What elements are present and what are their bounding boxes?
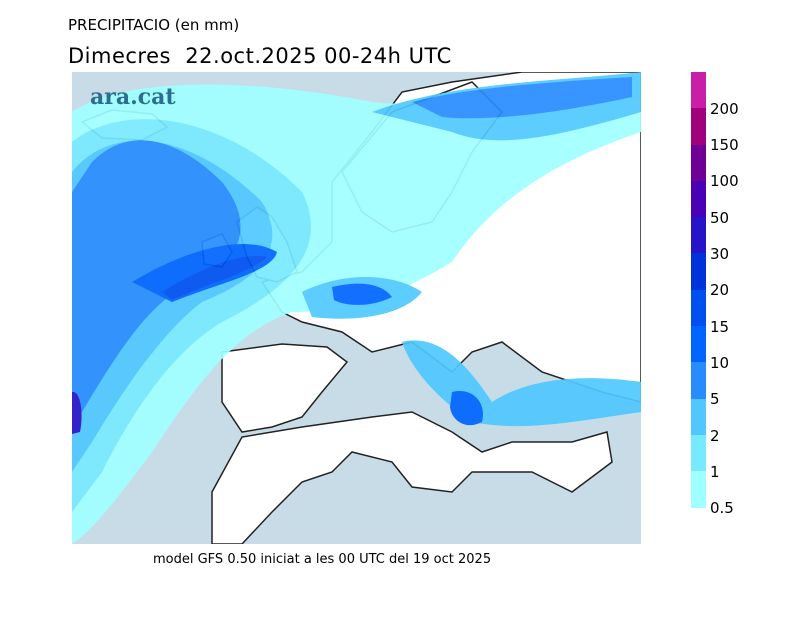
- colorbar-segment: [691, 289, 706, 327]
- colorbar-label: 2: [710, 427, 720, 445]
- colorbar-label: 10: [710, 354, 730, 372]
- precipitation-fields: [72, 72, 641, 544]
- colorbar-segment: [691, 398, 706, 435]
- colorbar-segment: [691, 326, 706, 363]
- precip-greece: [450, 391, 483, 426]
- precipitation-map: [72, 72, 641, 544]
- colorbar-label: 5: [710, 390, 720, 408]
- north-africa: [211, 411, 613, 544]
- precip-north-2: [412, 77, 632, 119]
- aracat-logo: ara.cat: [90, 84, 176, 110]
- model-info: model GFS 0.50 iniciat a les 00 UTC del …: [153, 552, 492, 567]
- colorbar-segment: [691, 471, 706, 508]
- colorbar-segment: [691, 144, 706, 181]
- colorbar-segment: [691, 434, 706, 472]
- colorbar-label: 20: [710, 281, 730, 299]
- colorbar-label: 0.5: [710, 499, 734, 517]
- colorbar-segment: [691, 180, 706, 218]
- colorbar-segment: [691, 217, 706, 254]
- colorbar-segment: [691, 362, 706, 399]
- colorbar-label: 30: [710, 245, 730, 263]
- precip-alps-2: [332, 283, 392, 305]
- colorbar-label: 150: [710, 136, 739, 154]
- colorbar-segment: [691, 253, 706, 290]
- colorbar: [691, 72, 706, 508]
- iberia: [221, 343, 349, 433]
- colorbar-label: 50: [710, 209, 730, 227]
- precip-low: [72, 391, 82, 434]
- colorbar-label: 200: [710, 100, 739, 118]
- chart-title: PRECIPITACIO (en mm): [68, 16, 240, 34]
- chart-subtitle: Dimecres 22.oct.2025 00-24h UTC: [68, 44, 452, 68]
- precip-15: [162, 256, 267, 300]
- colorbar-segment: [691, 72, 706, 109]
- colorbar-label: 1: [710, 463, 720, 481]
- colorbar-segment: [691, 108, 706, 145]
- colorbar-label: 100: [710, 172, 739, 190]
- colorbar-label: 15: [710, 318, 730, 336]
